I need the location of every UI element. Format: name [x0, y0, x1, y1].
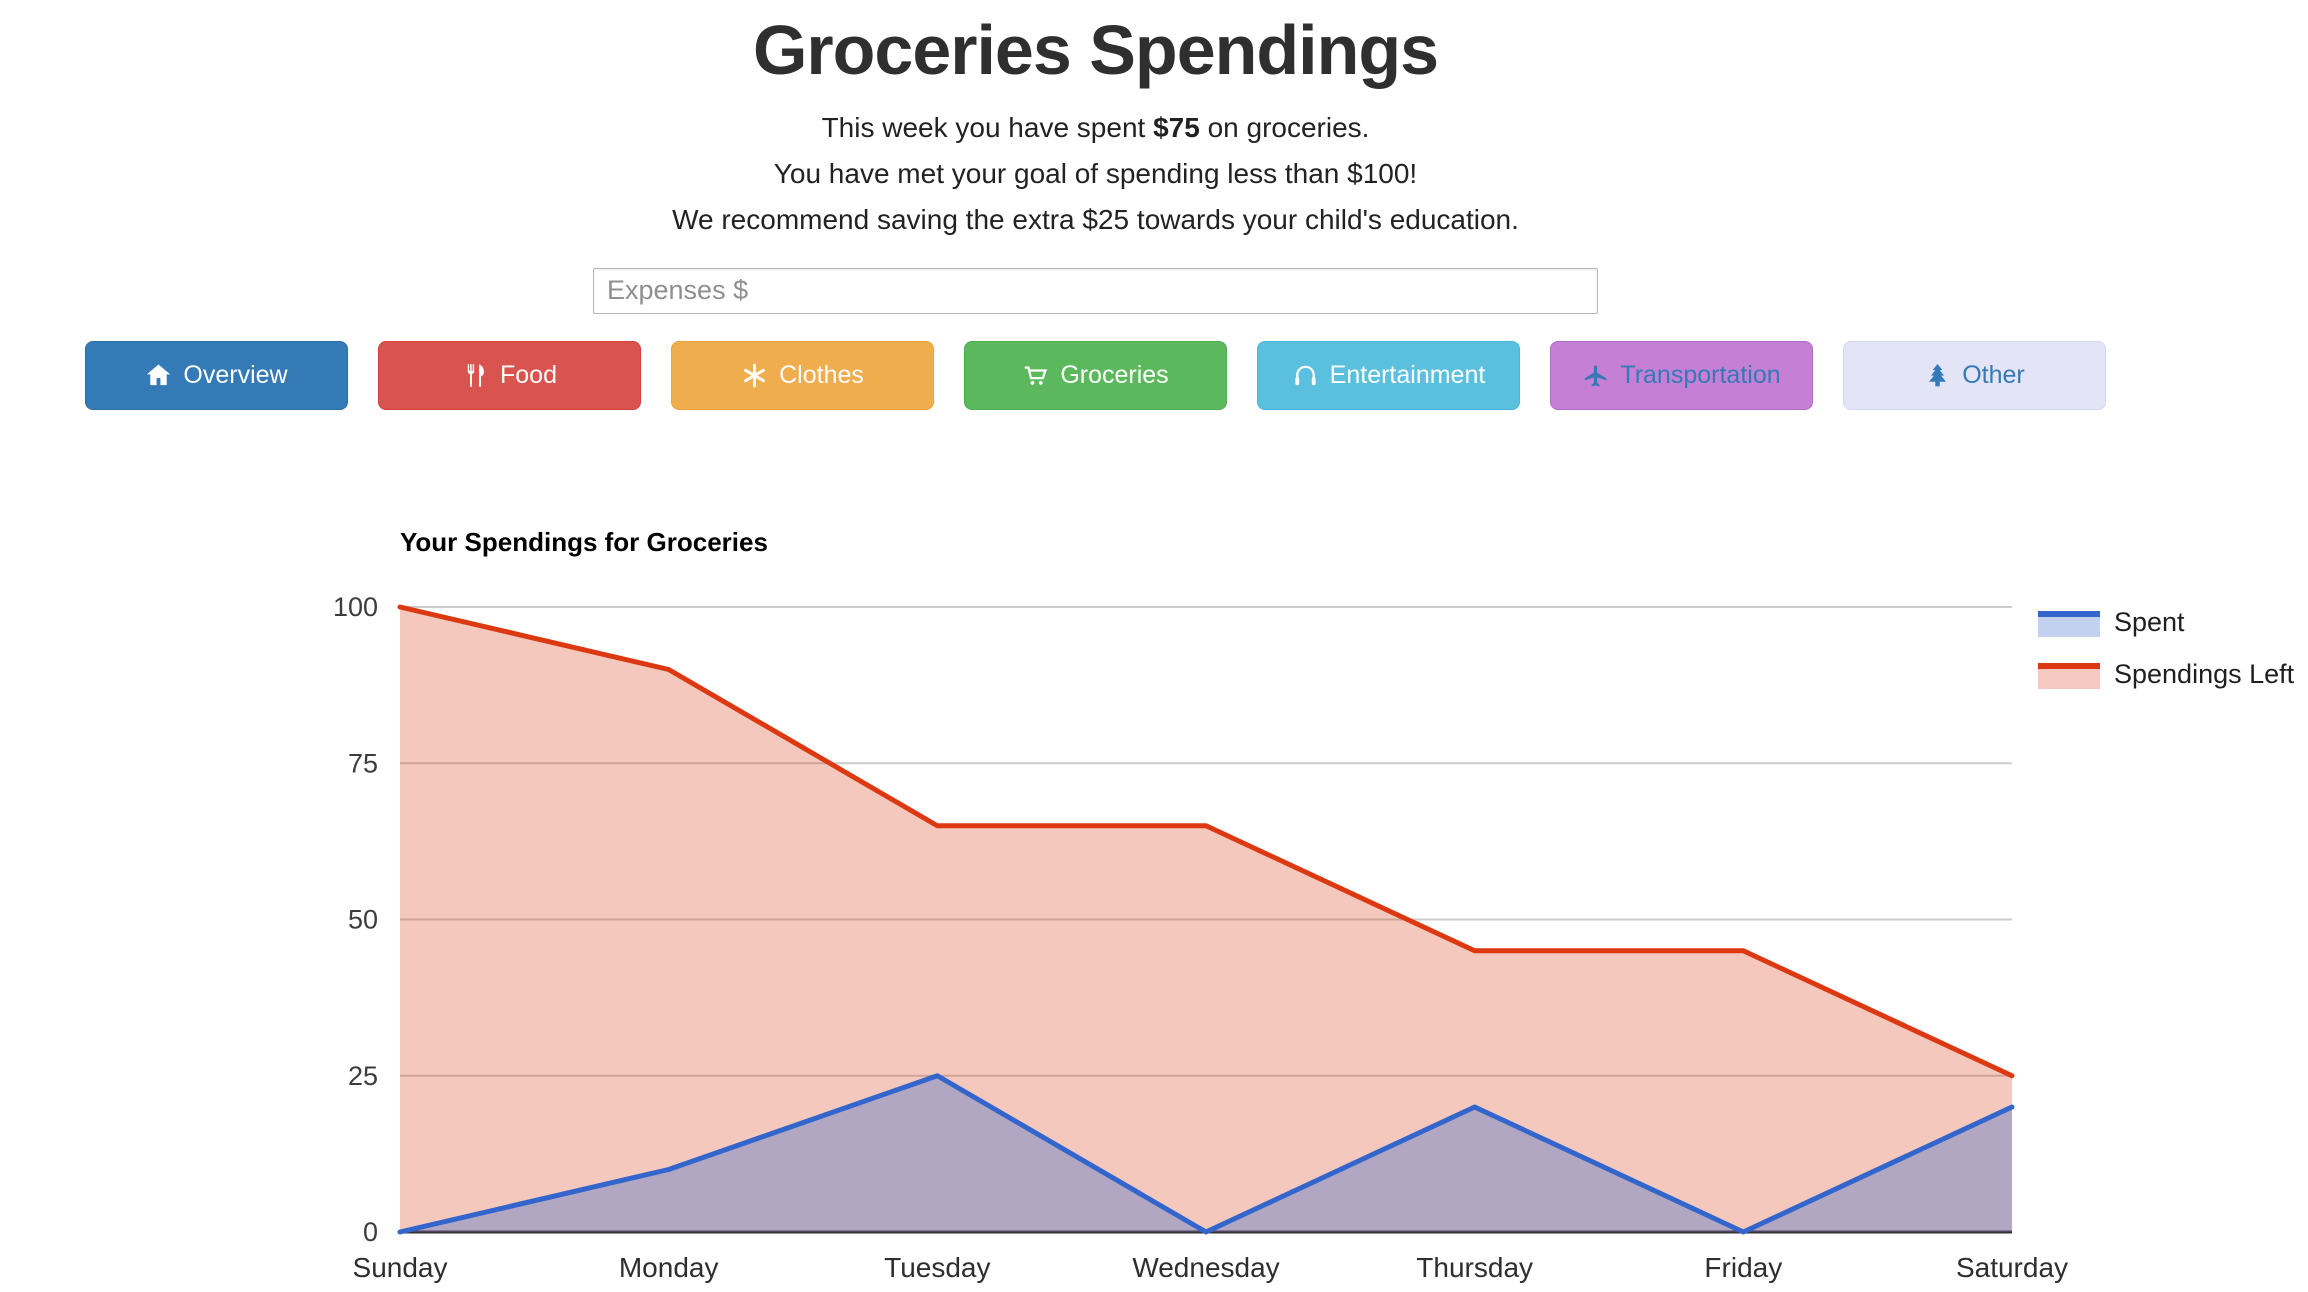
cart-icon — [1022, 362, 1049, 389]
page-title: Groceries Spendings — [752, 11, 1439, 89]
x-tick-label: Thursday — [1416, 1252, 1533, 1283]
headphones-icon — [1292, 362, 1319, 389]
home-icon — [145, 362, 172, 389]
spendings-left-line — [397, 604, 2015, 1078]
page-header: Groceries Spendings This week you have s… — [85, 10, 2106, 314]
nav-button-label: Other — [1962, 360, 2025, 389]
spent-line — [397, 1072, 2015, 1235]
legend-label: Spendings Left — [2114, 658, 2295, 689]
nav-button-label: Clothes — [779, 360, 864, 389]
category-nav: Overview Food Clothes Groceries Entertainmen… — [85, 340, 2106, 410]
y-tick-label: 100 — [333, 592, 378, 622]
nav-button-label: Overview — [183, 360, 288, 389]
nav-button-clothes[interactable]: Clothes — [671, 340, 934, 410]
summary-amount: $75 — [1153, 112, 1200, 143]
summary-line-recommendation: We recommend saving the extra $25 toward… — [672, 204, 1519, 236]
x-tick-label: Friday — [1704, 1252, 1782, 1283]
nav-button-overview[interactable]: Overview — [85, 340, 348, 410]
nav-button-label: Entertainment — [1329, 360, 1486, 389]
legend-item-spendings-left: Spendings Left — [2038, 659, 2294, 689]
groceries-spendings-page: Groceries Spendings This week you have s… — [85, 10, 2294, 1292]
nav-button-label: Groceries — [1060, 360, 1169, 389]
x-tick-label: Sunday — [353, 1252, 448, 1283]
chart-title: Your Spendings for Groceries — [400, 526, 768, 557]
spendings-chart-section: Your Spendings for Groceries 0 25 50 75 100 S… — [85, 526, 2294, 1292]
spent-area — [400, 1075, 2012, 1232]
nav-button-label: Food — [500, 360, 557, 389]
legend-swatch-spent — [2038, 610, 2100, 637]
nav-button-food[interactable]: Food — [378, 340, 641, 410]
cutlery-icon — [462, 362, 489, 389]
y-tick-label: 50 — [348, 904, 378, 934]
x-tick-label: Tuesday — [884, 1252, 990, 1283]
legend-label: Spent — [2114, 606, 2185, 637]
summary-pre: This week you have spent — [821, 112, 1154, 143]
summary-line-goal: You have met your goal of spending less … — [773, 158, 1418, 190]
plane-icon — [1582, 362, 1609, 389]
nav-button-entertainment[interactable]: Entertainment — [1257, 340, 1520, 410]
spendings-left-area — [400, 606, 2012, 1232]
y-tick-label: 0 — [363, 1217, 378, 1247]
chart-canvas: 0 25 50 75 100 Sunday Monday Tuesday Wednesday Th… — [333, 592, 2068, 1283]
legend-item-spent: Spent — [2038, 607, 2294, 637]
nav-button-other[interactable]: Other — [1843, 340, 2106, 410]
y-tick-label: 75 — [348, 748, 378, 778]
chart-area: 0 25 50 75 100 Sunday Monday Tuesday Wednesday Th… — [322, 591, 2294, 1292]
expenses-input[interactable] — [593, 267, 1598, 314]
x-tick-label: Monday — [619, 1252, 719, 1283]
y-tick-label: 25 — [348, 1060, 378, 1090]
expenses-input-row — [85, 267, 2106, 314]
legend-swatch-spendings-left — [2038, 662, 2100, 689]
summary-line-spent: This week you have spent $75 on grocerie… — [85, 108, 2106, 147]
chart-legend: Spent Spendings Left — [2038, 591, 2294, 689]
x-tick-label: Saturday — [1956, 1252, 2068, 1283]
x-tick-label: Wednesday — [1132, 1252, 1279, 1283]
nav-button-label: Transportation — [1620, 360, 1781, 389]
nav-button-groceries[interactable]: Groceries — [964, 340, 1227, 410]
tree-icon — [1924, 362, 1951, 389]
asterisk-icon — [741, 362, 768, 389]
nav-button-transportation[interactable]: Transportation — [1550, 340, 1813, 410]
summary-post: on groceries. — [1199, 112, 1370, 143]
